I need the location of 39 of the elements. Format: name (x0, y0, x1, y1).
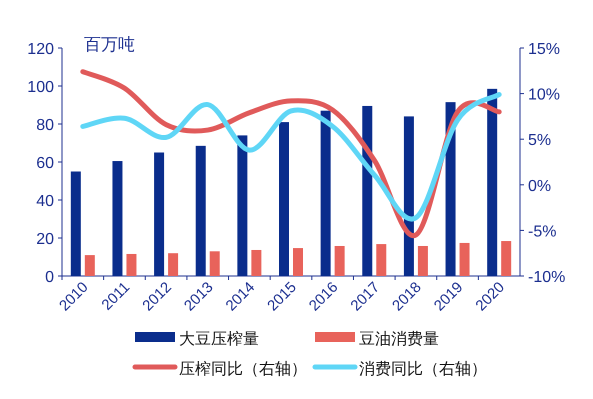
bar (251, 250, 262, 276)
y2-tick-label: 5% (528, 132, 552, 150)
legend-label: 豆油消费量 (359, 330, 439, 348)
y2-tick-label: 0% (528, 178, 552, 195)
y-axis-title: 百万吨 (84, 35, 135, 54)
bar (168, 253, 178, 276)
y2-tick-label: -5% (528, 223, 556, 240)
y-tick-label: 100 (27, 79, 54, 96)
y2-tick-label: -10% (528, 269, 566, 286)
bar (126, 254, 136, 276)
bar (210, 251, 220, 276)
bar (501, 241, 512, 276)
bar (487, 88, 498, 276)
bar (404, 116, 414, 276)
y-tick-label: 40 (36, 193, 54, 210)
bar (84, 255, 95, 276)
y-tick-label: 120 (27, 41, 54, 58)
y-tick-label: 80 (36, 117, 54, 134)
bar (334, 246, 345, 276)
bar (279, 122, 289, 276)
bar (460, 242, 470, 276)
legend-label: 消费同比（右轴） (359, 360, 487, 378)
y-tick-label: 20 (36, 231, 54, 248)
y2-tick-label: 15% (528, 41, 560, 58)
y-tick-label: 60 (36, 155, 54, 172)
bar (196, 146, 206, 276)
legend-label: 压榨同比（右轴） (179, 360, 307, 378)
bar (320, 110, 331, 276)
bar (293, 248, 303, 276)
bar (362, 106, 372, 276)
bar (376, 244, 386, 276)
bar (154, 152, 164, 276)
legend-label: 大豆压榨量 (179, 330, 259, 348)
y-tick-label: 0 (45, 269, 54, 286)
bar (418, 246, 428, 276)
bar (70, 172, 81, 276)
bar (237, 135, 248, 276)
bar (112, 161, 122, 276)
y2-tick-label: 10% (528, 86, 560, 104)
